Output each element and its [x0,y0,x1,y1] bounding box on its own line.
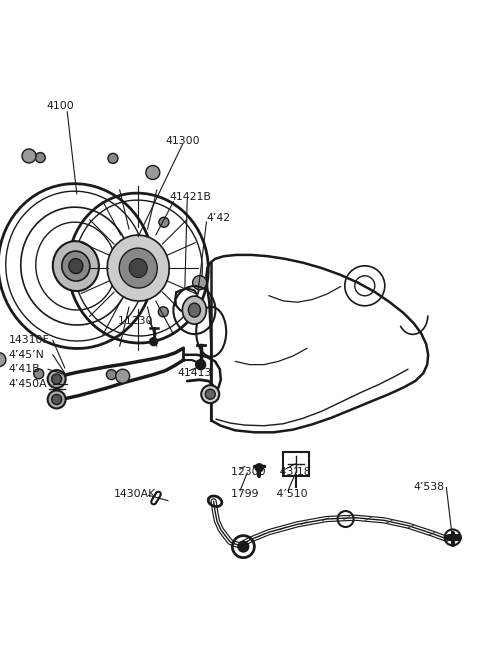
Circle shape [192,276,206,290]
Circle shape [34,369,44,379]
Circle shape [196,359,205,370]
Circle shape [116,369,130,383]
Ellipse shape [119,248,157,288]
Ellipse shape [62,251,90,281]
Circle shape [48,390,66,409]
FancyBboxPatch shape [283,452,309,476]
Text: 4100: 4100 [47,101,74,112]
Text: 41413: 41413 [178,368,212,378]
Text: 4’538: 4’538 [414,482,445,493]
Circle shape [22,149,36,163]
Text: 14310F: 14310F [9,335,49,346]
Circle shape [255,464,263,472]
Circle shape [201,385,219,403]
Ellipse shape [129,259,147,277]
Text: 4’45’N: 4’45’N [9,350,45,360]
Circle shape [158,307,168,317]
Circle shape [108,153,118,164]
Circle shape [146,166,160,179]
Text: 4’450A: 4’450A [9,378,47,389]
Text: 12300    43’18: 12300 43’18 [231,466,311,477]
Ellipse shape [69,259,83,273]
Circle shape [52,374,61,384]
Text: 1430AK: 1430AK [114,489,156,499]
Text: 41421B: 41421B [170,192,212,202]
Circle shape [239,541,248,552]
Text: 1799    4’510: 1799 4’510 [231,489,308,499]
Circle shape [35,152,45,162]
Ellipse shape [107,235,169,301]
Text: 11230: 11230 [118,315,157,326]
Circle shape [159,217,169,227]
Ellipse shape [182,296,206,324]
Circle shape [0,353,6,367]
Text: 41300: 41300 [166,135,200,146]
Ellipse shape [188,303,201,317]
Circle shape [107,370,117,380]
Circle shape [48,370,66,388]
Text: 4’41B: 4’41B [9,364,40,374]
Circle shape [150,338,157,346]
Text: 4’42: 4’42 [206,213,230,223]
Circle shape [205,389,215,399]
Circle shape [52,394,61,405]
Ellipse shape [53,241,99,291]
